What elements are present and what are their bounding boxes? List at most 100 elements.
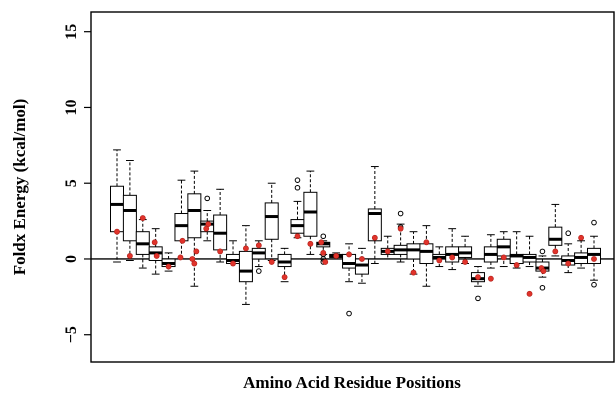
y-tick-label: 15 [63, 24, 80, 40]
observed-point [513, 262, 520, 268]
y-tick-label: 5 [63, 179, 80, 187]
observed-point [526, 290, 533, 297]
observed-point [410, 269, 417, 276]
box-group [561, 243, 576, 274]
y-axis: −5 0 5 10 15 [63, 24, 91, 343]
iqr-box [587, 247, 601, 265]
observed-point [177, 254, 184, 261]
box-group [238, 225, 253, 305]
plot-frame [90, 11, 615, 363]
observed-point [165, 263, 172, 270]
box-group [264, 182, 279, 261]
iqr-box [406, 243, 421, 260]
observed-point [591, 256, 597, 262]
outlier-point [539, 248, 546, 255]
outlier-point [294, 177, 301, 183]
outlier-point [294, 184, 301, 191]
observed-point [153, 253, 160, 259]
box-group [587, 235, 601, 281]
observed-point [230, 260, 236, 267]
outlier-point [591, 281, 597, 288]
outlier-point [320, 233, 327, 240]
observed-point [179, 237, 186, 244]
box-group [367, 166, 382, 265]
observed-point [487, 275, 494, 282]
x-axis-title: Amino Acid Residue Positions [243, 373, 461, 392]
box-group [277, 247, 292, 283]
observed-point [475, 274, 481, 281]
observed-point [243, 245, 249, 252]
box-group [483, 234, 498, 269]
iqr-box [419, 243, 434, 265]
observed-point [397, 225, 404, 232]
observed-point [322, 259, 329, 265]
observed-point [500, 254, 507, 261]
iqr-box [548, 226, 563, 246]
outlier-point [591, 219, 597, 226]
observed-point [151, 239, 158, 246]
observed-point [346, 251, 352, 258]
box-group [226, 240, 241, 265]
outlier-point [539, 284, 546, 291]
box-group [303, 170, 318, 255]
observed-point [371, 234, 378, 241]
observed-point [191, 260, 198, 267]
iqr-box [303, 191, 318, 237]
observed-point [217, 248, 224, 255]
box-group [432, 246, 447, 268]
box-group [174, 179, 189, 260]
observed-point [255, 242, 262, 249]
iqr-box [187, 193, 202, 239]
box-group [380, 235, 395, 260]
outlier-point [346, 310, 352, 317]
iqr-box [238, 250, 253, 283]
points-layer [114, 177, 597, 317]
observed-point [540, 268, 547, 274]
observed-point [318, 239, 325, 246]
outlier-point [565, 230, 572, 237]
box-group [342, 243, 357, 283]
box-group [148, 228, 163, 275]
box-group [522, 235, 537, 268]
iqr-box [367, 208, 382, 242]
box-group [135, 219, 150, 269]
y-tick-label: 10 [63, 99, 80, 115]
box-group [110, 149, 124, 263]
observed-point [423, 239, 430, 246]
box-group [406, 231, 421, 275]
observed-point [436, 257, 443, 264]
box-group [213, 188, 228, 263]
observed-point [268, 259, 275, 265]
observed-point [193, 248, 200, 255]
observed-point [359, 256, 365, 262]
box-group [548, 203, 563, 257]
box-group [496, 231, 511, 268]
observed-point [449, 254, 456, 261]
box-group [419, 225, 434, 287]
iqr-box [110, 185, 124, 233]
observed-point [205, 221, 212, 228]
observed-point [552, 248, 559, 255]
outlier-point [204, 195, 211, 202]
box-group [187, 170, 202, 287]
boxes-layer [110, 149, 601, 305]
iqr-box [174, 213, 189, 242]
y-axis-title: Foldx Energy (kcal/mol) [10, 99, 29, 276]
observed-point [565, 260, 572, 267]
observed-point [333, 253, 340, 259]
box-group [122, 159, 137, 261]
observed-point [320, 250, 327, 256]
outlier-point [475, 295, 481, 302]
y-tick-label: 0 [63, 255, 80, 263]
observed-point [384, 248, 391, 255]
y-tick-label: −5 [63, 326, 80, 343]
box-group [445, 228, 460, 271]
observed-point [114, 228, 120, 235]
observed-point [126, 253, 133, 259]
observed-point [294, 233, 301, 240]
iqr-box [264, 202, 279, 240]
observed-point [462, 259, 468, 265]
box-group [290, 200, 305, 239]
iqr-box [122, 194, 137, 242]
observed-point [578, 234, 585, 241]
